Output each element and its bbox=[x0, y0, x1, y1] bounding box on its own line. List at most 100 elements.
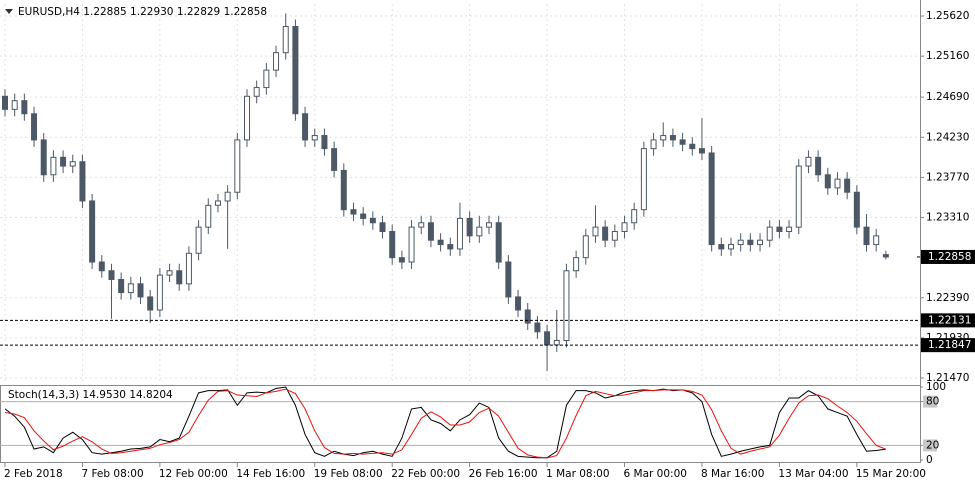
candle-body bbox=[563, 270, 570, 342]
x-tick-label: 2 Feb 2018 bbox=[4, 468, 63, 480]
candle-body bbox=[147, 296, 154, 311]
candle-body bbox=[418, 222, 425, 228]
candle-body bbox=[273, 52, 280, 71]
candle-body bbox=[185, 252, 192, 285]
x-tick-label: 6 Mar 00:00 bbox=[624, 468, 687, 480]
candle-body bbox=[679, 139, 686, 145]
candle-body bbox=[50, 156, 57, 176]
candle-body bbox=[89, 200, 96, 263]
y-tick-label: 1.23770 bbox=[926, 171, 969, 183]
candle-body bbox=[311, 135, 318, 141]
candle-body bbox=[505, 261, 512, 298]
candle-body bbox=[795, 165, 802, 228]
candle-body bbox=[515, 296, 522, 311]
candle-body bbox=[21, 100, 28, 115]
candle-body bbox=[60, 156, 67, 167]
candle-body bbox=[437, 239, 444, 246]
candle-body bbox=[456, 217, 463, 250]
candle-body bbox=[127, 283, 134, 294]
candle-body bbox=[718, 244, 725, 250]
candle-body bbox=[650, 139, 657, 150]
candle-body bbox=[737, 239, 744, 246]
candle-body bbox=[302, 113, 309, 141]
candle-body bbox=[360, 213, 367, 219]
candle-body bbox=[379, 222, 386, 232]
candle-body bbox=[708, 152, 715, 246]
y-tick-label: 1.25160 bbox=[926, 50, 969, 62]
candle-body bbox=[728, 244, 734, 250]
candle-body bbox=[757, 239, 764, 246]
candle-body bbox=[621, 222, 628, 232]
candle-body bbox=[350, 209, 357, 215]
price-line-box bbox=[921, 313, 975, 328]
price-line-label: 1.21847 bbox=[928, 339, 971, 351]
indicator-title: Stoch(14,3,3) 14.9530 14.8204 bbox=[8, 389, 173, 401]
candle-body bbox=[331, 148, 338, 171]
x-tick-label: 14 Feb 16:00 bbox=[236, 468, 305, 480]
y-tick-label: 80 bbox=[926, 396, 939, 408]
candle-body bbox=[873, 235, 880, 246]
candle-body bbox=[205, 204, 212, 228]
price-line-label: 1.22131 bbox=[928, 314, 971, 326]
candle-body bbox=[602, 226, 609, 241]
candle-body bbox=[573, 257, 580, 272]
y-tick-label: 1.25620 bbox=[926, 10, 969, 22]
candle-body bbox=[156, 274, 163, 311]
candle-body bbox=[776, 226, 783, 232]
y-tick-box bbox=[923, 395, 937, 408]
y-tick-box bbox=[923, 439, 937, 452]
candle-body bbox=[263, 69, 270, 89]
candle-body bbox=[2, 95, 8, 110]
candle-body bbox=[214, 200, 221, 206]
price-line-box bbox=[921, 338, 975, 353]
candle-body bbox=[398, 257, 405, 263]
candle-body bbox=[31, 113, 38, 141]
candle-body bbox=[631, 209, 638, 224]
y-tick-label: 0 bbox=[926, 454, 933, 466]
candle-body bbox=[408, 226, 415, 263]
current-price-label: 1.22858 bbox=[928, 251, 971, 263]
candle-body bbox=[476, 226, 483, 237]
y-tick-label: 1.23310 bbox=[926, 212, 969, 224]
x-tick-label: 7 Feb 08:00 bbox=[81, 468, 143, 480]
candle-body bbox=[698, 148, 705, 154]
indicator-line bbox=[4, 386, 886, 459]
candle-body bbox=[244, 95, 250, 141]
candle-body bbox=[544, 331, 551, 346]
x-tick-label: 19 Feb 08:00 bbox=[314, 468, 383, 480]
y-tick-label: 1.21470 bbox=[926, 372, 969, 384]
candle-body bbox=[669, 135, 676, 141]
x-tick-label: 12 Feb 00:00 bbox=[159, 468, 228, 480]
candle-body bbox=[321, 135, 328, 150]
candle-body bbox=[805, 156, 812, 167]
y-tick-label: 1.24230 bbox=[926, 131, 969, 143]
candle-body bbox=[176, 270, 183, 285]
y-tick-label: 1.24690 bbox=[926, 91, 969, 103]
y-tick-label: 20 bbox=[926, 439, 939, 451]
candle-body bbox=[369, 217, 376, 224]
y-tick-label: 100 bbox=[926, 381, 946, 393]
candle-body bbox=[11, 100, 18, 110]
menu-arrow[interactable] bbox=[5, 9, 13, 14]
x-tick-label: 13 Mar 04:00 bbox=[778, 468, 848, 480]
candle-body bbox=[815, 156, 822, 176]
candle-body bbox=[79, 161, 86, 202]
candle-body bbox=[108, 270, 115, 280]
candle-body bbox=[166, 270, 173, 276]
candle-body bbox=[466, 217, 473, 237]
candle-body bbox=[834, 178, 841, 189]
candle-body bbox=[863, 226, 870, 246]
candle-body bbox=[447, 244, 454, 250]
candle-body bbox=[553, 340, 560, 346]
x-tick-label: 8 Mar 16:00 bbox=[701, 468, 764, 480]
current-price-box bbox=[921, 249, 975, 264]
x-tick-label: 15 Mar 20:00 bbox=[856, 468, 926, 480]
candle-body bbox=[118, 278, 125, 294]
candle-body bbox=[747, 239, 754, 246]
candle-body bbox=[592, 226, 599, 237]
candle-body bbox=[486, 222, 492, 228]
x-tick-label: 26 Feb 16:00 bbox=[469, 468, 538, 480]
candle-body bbox=[534, 322, 541, 333]
candle-body bbox=[137, 283, 144, 298]
